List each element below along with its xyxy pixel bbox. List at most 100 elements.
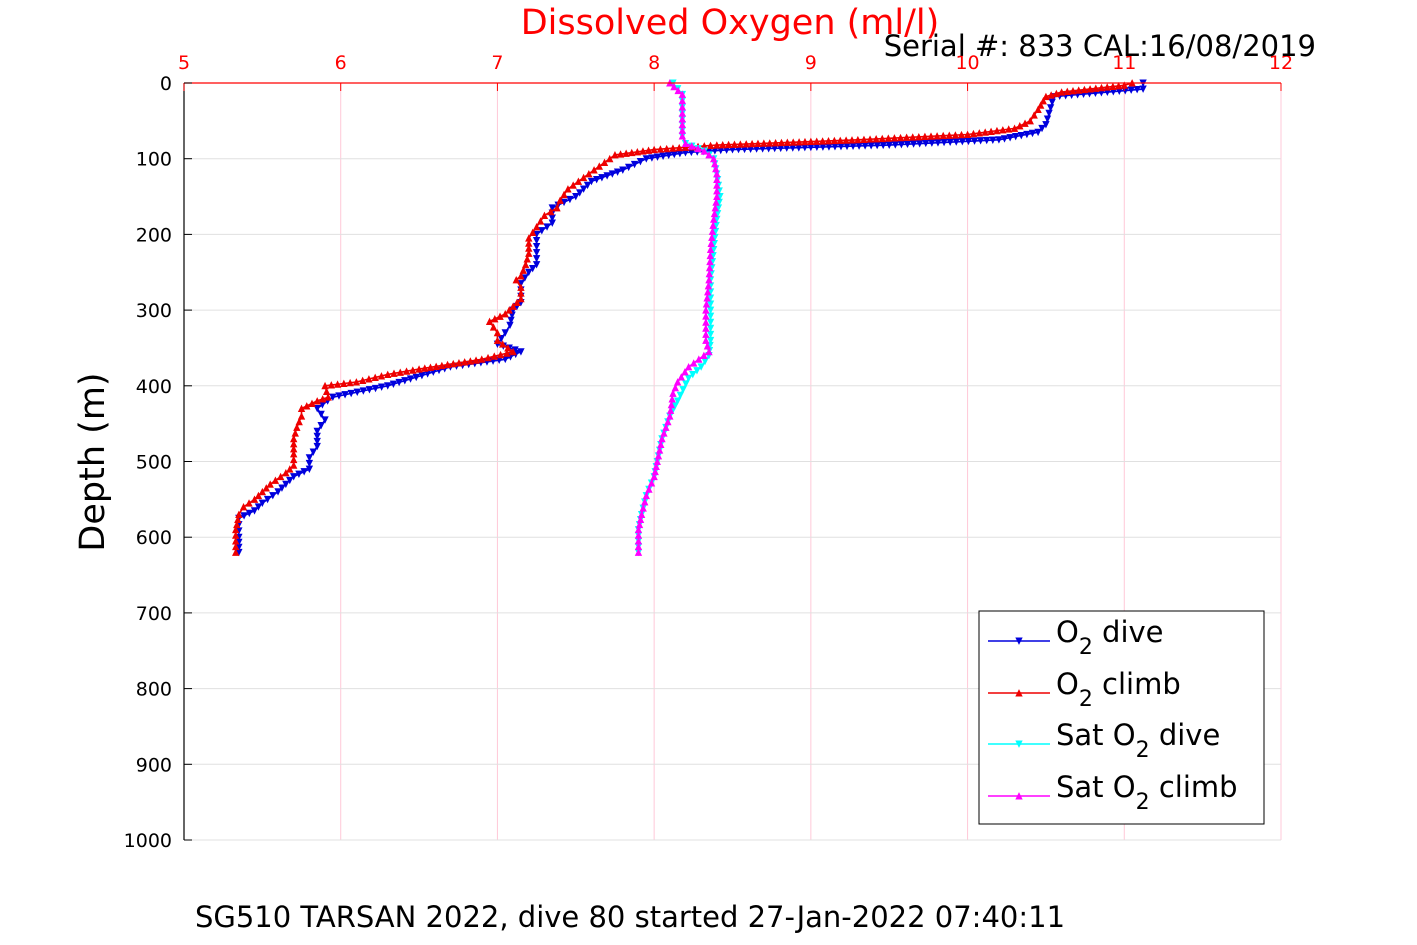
o2_dive-marker xyxy=(335,392,343,400)
sat_climb-marker xyxy=(666,406,675,414)
o2_dive-marker xyxy=(659,152,667,160)
o2_climb-marker xyxy=(371,373,379,381)
y-tick-label: 600 xyxy=(136,527,172,549)
o2_dive-marker xyxy=(934,139,942,147)
o2_climb-marker xyxy=(579,173,588,182)
o2_climb-marker xyxy=(271,476,280,484)
o2_climb-marker xyxy=(1037,101,1045,109)
o2_climb-marker xyxy=(472,356,480,364)
o2_dive-marker xyxy=(321,416,329,424)
o2_dive-marker xyxy=(317,410,325,419)
o2_dive-marker xyxy=(653,153,662,161)
sat_climb-marker xyxy=(711,204,719,212)
o2_climb-marker xyxy=(801,137,809,146)
sat_climb-marker xyxy=(702,336,710,344)
o2_dive-marker xyxy=(964,137,973,146)
o2_climb-marker xyxy=(276,472,285,481)
sat_climb-marker xyxy=(647,479,656,487)
o2_dive-marker xyxy=(532,249,541,257)
o2_climb-marker xyxy=(890,134,899,142)
o2_climb-marker xyxy=(415,365,423,373)
legend-o2_climb-marker xyxy=(1015,689,1023,697)
o2_climb-marker xyxy=(396,368,404,376)
o2_climb-marker xyxy=(293,423,301,431)
x-tick-label: 6 xyxy=(335,52,347,74)
o2_climb-marker xyxy=(574,177,583,185)
sat_climb-marker xyxy=(711,159,719,168)
o2_climb-marker xyxy=(1005,125,1013,133)
o2_dive-marker xyxy=(636,158,645,166)
o2_dive-marker xyxy=(566,195,574,204)
o2_climb-marker xyxy=(402,367,411,375)
sat_climb-marker xyxy=(688,142,696,150)
o2_dive-marker xyxy=(317,422,325,430)
sat_climb-marker xyxy=(639,504,647,512)
o2_climb-marker xyxy=(719,140,727,149)
o2_climb-marker xyxy=(1010,124,1019,132)
o2_climb-marker xyxy=(1069,86,1077,95)
o2_dive-marker xyxy=(885,141,893,149)
sat_climb-marker xyxy=(654,451,663,460)
o2_climb-marker xyxy=(878,134,886,143)
o2_climb-marker xyxy=(590,166,598,174)
sat_climb-marker xyxy=(713,192,721,201)
o2_climb-marker xyxy=(282,468,290,477)
o2_climb-marker xyxy=(975,129,984,137)
o2_dive-marker xyxy=(529,264,537,273)
legend-o2_dive-marker xyxy=(1015,637,1023,645)
sat_climb-marker xyxy=(671,383,679,392)
o2_climb-marker xyxy=(432,362,440,370)
sat_climb-marker xyxy=(700,147,708,155)
o2_climb-marker xyxy=(628,148,636,157)
sat_dive-marker xyxy=(706,306,715,314)
chart-title: Dissolved Oxygen (ml/l) xyxy=(521,3,940,43)
o2_climb-marker xyxy=(421,364,429,372)
o2_climb-marker xyxy=(748,139,756,148)
series-sat_climb xyxy=(634,79,721,556)
o2_dive-marker xyxy=(525,268,533,277)
y-tick-label: 500 xyxy=(136,452,172,474)
o2_dive-marker xyxy=(1139,85,1147,93)
o2_dive-marker xyxy=(401,377,409,385)
o2_climb-marker xyxy=(532,222,541,231)
sat_climb-marker xyxy=(681,368,689,376)
o2_climb-marker xyxy=(493,328,502,337)
o2_dive-marker xyxy=(1043,115,1052,123)
o2_climb-marker xyxy=(340,379,348,388)
o2_climb-marker xyxy=(927,132,935,140)
sat_climb-marker xyxy=(681,139,690,148)
sat_climb-marker xyxy=(712,198,720,206)
o2_climb-marker xyxy=(777,138,786,147)
o2_climb-marker xyxy=(783,138,792,146)
sat_climb-marker xyxy=(708,233,716,241)
o2_climb-marker xyxy=(872,135,880,143)
o2_climb-marker xyxy=(957,130,966,139)
o2_climb-marker xyxy=(854,135,862,144)
y-axis-label: Depth (m) xyxy=(73,372,113,551)
o2_dive-marker xyxy=(384,382,392,390)
y-tick-label: 800 xyxy=(136,679,172,701)
legend-box xyxy=(978,610,1265,825)
o2_climb-marker xyxy=(523,255,531,263)
o2_dive-marker xyxy=(1034,128,1042,137)
o2_climb-marker xyxy=(1057,88,1066,96)
o2_climb-marker xyxy=(1075,86,1083,94)
o2_climb-marker xyxy=(606,154,614,163)
o2_climb-marker xyxy=(529,228,537,237)
y-tick-label: 900 xyxy=(136,754,172,776)
o2_climb-marker xyxy=(258,487,267,496)
o2_climb-marker xyxy=(517,272,525,280)
series-o2_climb xyxy=(232,79,1136,556)
o2_dive-marker xyxy=(538,227,546,235)
y-tick-label: 100 xyxy=(136,149,172,171)
sat_dive-marker xyxy=(697,363,705,371)
o2_climb-marker xyxy=(333,380,342,388)
o2_climb-marker xyxy=(521,260,530,269)
o2_dive-marker xyxy=(245,509,253,518)
o2_dive-marker xyxy=(278,484,286,492)
legend-entry-o2_climb: O2 climb xyxy=(988,667,1181,712)
o2_dive-marker xyxy=(1042,121,1050,129)
o2_climb-marker xyxy=(564,185,572,193)
sat_climb-marker xyxy=(690,359,698,367)
sat_climb-marker xyxy=(650,472,658,481)
